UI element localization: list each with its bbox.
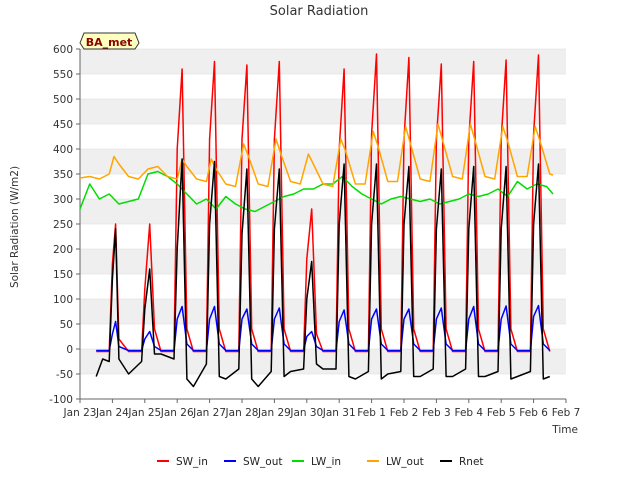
series-lines [79, 53, 554, 388]
y-tick-label: 150 [53, 269, 73, 281]
grid-band [80, 199, 566, 224]
series-line-lw-out [79, 123, 554, 188]
x-tick-label: Jan 31 [322, 407, 356, 419]
series-line-sw-in [96, 53, 551, 353]
x-tick-label: Jan 27 [192, 407, 226, 419]
y-axis-title: Solar Radiation (W/m2) [9, 166, 21, 288]
y-tick-label: -100 [49, 394, 73, 406]
x-tick-label: Feb 5 [487, 407, 516, 419]
legend-label: Rnet [459, 456, 484, 468]
y-tick-label: 500 [53, 94, 73, 106]
legend-label: SW_out [243, 456, 283, 468]
legend-label: LW_out [386, 456, 424, 468]
x-tick-label: Feb 7 [552, 407, 581, 419]
x-tick-label: Jan 25 [127, 407, 161, 419]
legend: SW_in SW_out LW_in LW_out Rnet [157, 456, 484, 468]
grid-band [80, 249, 566, 274]
station-badge-label: BA_met [86, 36, 133, 49]
y-tick-label: 250 [53, 219, 73, 231]
y-tick-label: 100 [53, 294, 73, 306]
chart-title: Solar Radiation [270, 4, 369, 19]
series-line-sw-out [96, 304, 551, 352]
y-tick-label: 550 [53, 69, 73, 81]
y-axis: -100 -50 0 50 100 150 200 250 300 350 400 450 500 550… [49, 44, 81, 406]
x-tick-label: Jan 29 [257, 407, 291, 419]
y-tick-label: 50 [60, 319, 73, 331]
x-tick-label: Jan 26 [160, 407, 194, 419]
x-axis: Jan 23 Jan 24 Jan 25 Jan 26 Jan 27 Jan 28 Jan … [63, 398, 581, 419]
y-tick-label: 600 [53, 44, 73, 56]
legend-label: SW_in [176, 456, 208, 468]
legend-label: LW_in [311, 456, 341, 468]
grid-band [80, 299, 566, 324]
grid-band [80, 49, 566, 74]
y-tick-label: 400 [53, 144, 73, 156]
y-tick-label: 350 [53, 169, 73, 181]
x-tick-label: Jan 28 [225, 407, 259, 419]
series-line-lw-in [79, 170, 554, 213]
x-tick-label: Feb 4 [454, 407, 483, 419]
x-tick-label: Jan 30 [289, 407, 323, 419]
series-line-rnet [95, 158, 551, 388]
station-badge: BA_met [79, 32, 140, 50]
grid-band [80, 149, 566, 174]
x-tick-label: Feb 6 [519, 407, 548, 419]
y-tick-label: -50 [56, 369, 73, 381]
y-tick-label: 0 [66, 344, 73, 356]
x-tick-label: Feb 2 [390, 407, 419, 419]
x-tick-label: Feb 1 [357, 407, 386, 419]
y-tick-label: 450 [53, 119, 73, 131]
x-tick-label: Jan 23 [63, 407, 97, 419]
grid-band [80, 349, 566, 374]
x-tick-label: Jan 24 [95, 407, 129, 419]
plot-background [80, 48, 566, 400]
x-tick-label: Feb 3 [422, 407, 451, 419]
y-tick-label: 200 [53, 244, 73, 256]
x-axis-title: Time [551, 424, 578, 436]
y-tick-label: 300 [53, 194, 73, 206]
grid-band [80, 99, 566, 124]
